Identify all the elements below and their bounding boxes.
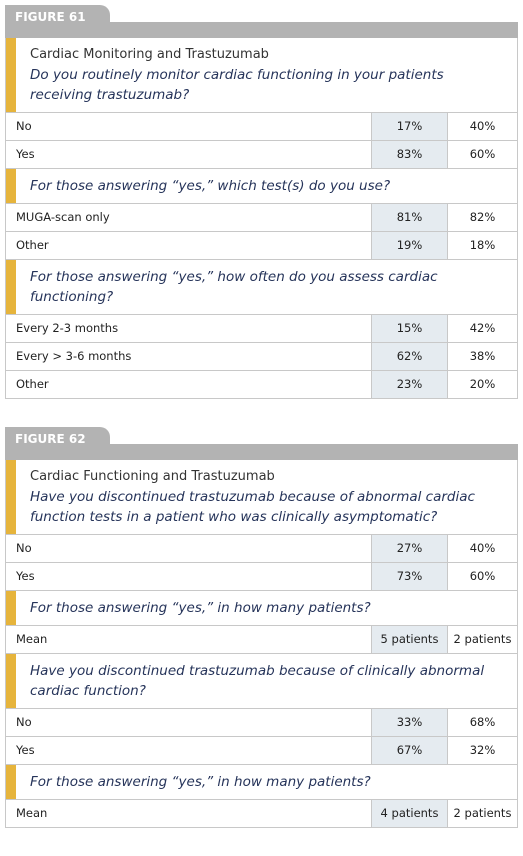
figure: FIGURE 62 Cardiac Functioning and Trastuz…: [5, 427, 518, 828]
question: Do you routinely monitor cardiac functio…: [30, 67, 444, 103]
table-row: Every 2-3 months 15% 42%: [5, 315, 518, 343]
value-cell: 73%: [371, 563, 448, 590]
table-row: Yes 67% 32%: [5, 737, 518, 765]
row-label: No: [16, 715, 32, 729]
tab-band: [5, 22, 518, 38]
section-header: Have you discontinued trastuzumab becaus…: [5, 654, 518, 709]
table-row: Mean 4 patients 2 patients: [5, 800, 518, 828]
value-cell: 19%: [371, 232, 448, 259]
figure-tab: FIGURE 61: [5, 5, 518, 38]
question: For those answering “yes,” in how many p…: [30, 600, 371, 616]
question: For those answering “yes,” how often do …: [30, 269, 438, 305]
question: Have you discontinued trastuzumab becaus…: [30, 663, 485, 699]
value-cell: 40%: [469, 541, 496, 555]
row-label: Mean: [16, 806, 48, 820]
section-header: For those answering “yes,” in how many p…: [5, 765, 518, 800]
figure: FIGURE 61 Cardiac Monitoring and Trastuzu…: [5, 5, 518, 399]
table-row: MUGA-scan only 81% 82%: [5, 204, 518, 232]
question: For those answering “yes,” which test(s)…: [30, 178, 391, 194]
value-cell: 20%: [469, 377, 496, 391]
value-cell: 38%: [469, 349, 496, 363]
section-header: For those answering “yes,” which test(s)…: [5, 169, 518, 204]
section-header: For those answering “yes,” in how many p…: [5, 591, 518, 626]
table-row: Mean 5 patients 2 patients: [5, 626, 518, 654]
tab-band: [5, 444, 518, 460]
value-cell: 17%: [371, 113, 448, 140]
table-row: Other 23% 20%: [5, 371, 518, 399]
table-row: Every > 3-6 months 62% 38%: [5, 343, 518, 371]
question: Have you discontinued trastuzumab becaus…: [30, 489, 475, 525]
value-cell: 40%: [469, 119, 496, 133]
row-label: No: [16, 541, 32, 555]
table-row: No 27% 40%: [5, 535, 518, 563]
row-label: Yes: [16, 569, 35, 583]
value-cell: 33%: [371, 709, 448, 736]
page: FIGURE 61 Cardiac Monitoring and Trastuzu…: [5, 5, 518, 856]
row-label: Every > 3-6 months: [16, 349, 132, 363]
value-cell: 67%: [371, 737, 448, 764]
row-label: Other: [16, 238, 49, 252]
figure-tab: FIGURE 62: [5, 427, 518, 460]
question: For those answering “yes,” in how many p…: [30, 774, 371, 790]
section-header: Cardiac Monitoring and Trastuzumab Do you…: [5, 38, 518, 113]
value-cell: 62%: [371, 343, 448, 370]
table-row: Other 19% 18%: [5, 232, 518, 260]
value-cell: 42%: [469, 321, 496, 335]
row-label: Other: [16, 377, 49, 391]
table-row: Yes 83% 60%: [5, 141, 518, 169]
value-cell: 32%: [469, 743, 496, 757]
value-cell: 82%: [469, 210, 496, 224]
value-cell: 15%: [371, 315, 448, 342]
row-label: Every 2-3 months: [16, 321, 119, 335]
row-label: Yes: [16, 743, 35, 757]
value-cell: 2 patients: [453, 632, 512, 646]
table-row: No 33% 68%: [5, 709, 518, 737]
section-header: Cardiac Functioning and Trastuzumab Have …: [5, 460, 518, 535]
value-cell: 2 patients: [453, 806, 512, 820]
section-header: For those answering “yes,” how often do …: [5, 260, 518, 315]
figure-label: FIGURE 62: [5, 427, 110, 460]
table-row: No 17% 40%: [5, 113, 518, 141]
value-cell: 60%: [469, 569, 496, 583]
figure-label: FIGURE 61: [5, 5, 110, 38]
row-label: Mean: [16, 632, 48, 646]
table-row: Yes 73% 60%: [5, 563, 518, 591]
value-cell: 27%: [371, 535, 448, 562]
section-title: Cardiac Monitoring and Trastuzumab: [30, 47, 269, 62]
value-cell: 5 patients: [371, 626, 448, 653]
row-label: MUGA-scan only: [16, 210, 110, 224]
value-cell: 60%: [469, 147, 496, 161]
value-cell: 68%: [469, 715, 496, 729]
value-cell: 18%: [469, 238, 496, 252]
section-title: Cardiac Functioning and Trastuzumab: [30, 469, 275, 484]
row-label: No: [16, 119, 32, 133]
value-cell: 83%: [371, 141, 448, 168]
row-label: Yes: [16, 147, 35, 161]
value-cell: 23%: [371, 371, 448, 398]
value-cell: 81%: [371, 204, 448, 231]
